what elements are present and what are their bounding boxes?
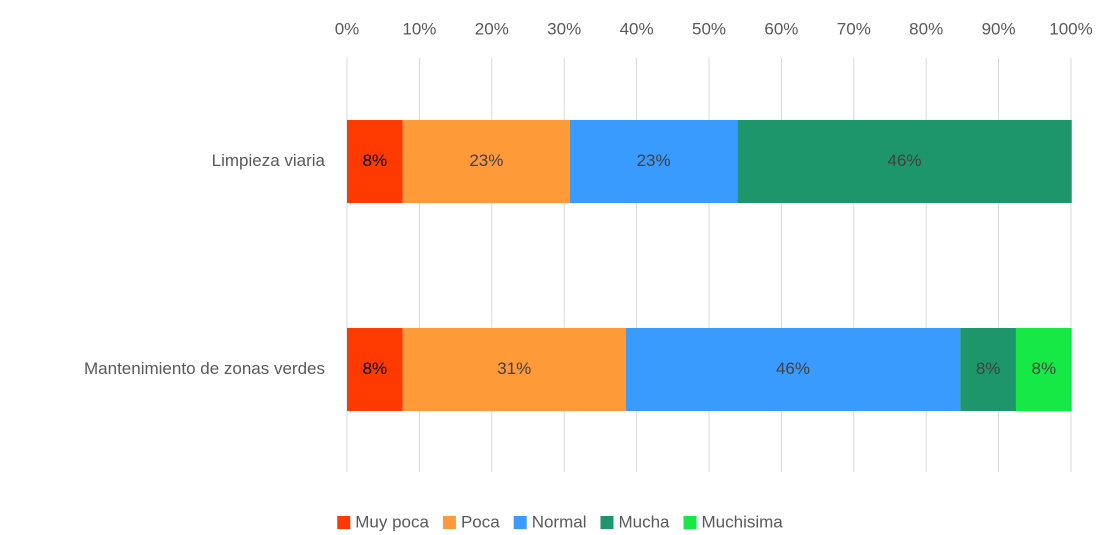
bar-segment <box>960 328 1016 411</box>
legend-swatch <box>337 516 351 529</box>
legend-label: Mucha <box>618 512 670 531</box>
bar-segment <box>347 120 403 203</box>
x-tick-label: 10% <box>402 19 436 38</box>
bar-segment <box>569 120 738 203</box>
data-label: 46% <box>887 151 921 170</box>
x-tick-label: 50% <box>692 19 726 38</box>
x-tick-label: 0% <box>335 19 360 38</box>
x-tick-label: 90% <box>982 19 1016 38</box>
data-label: 23% <box>637 151 671 170</box>
category-label: Mantenimiento de zonas verdes <box>84 359 325 378</box>
bar-segment <box>737 120 1072 203</box>
data-label: 8% <box>976 359 1001 378</box>
bar-segment <box>402 328 626 411</box>
legend-swatch <box>513 516 527 529</box>
legend-label: Muy poca <box>355 512 429 531</box>
bar-segment <box>625 328 961 411</box>
x-tick-label: 40% <box>620 19 654 38</box>
x-tick-label: 60% <box>764 19 798 38</box>
x-tick-label: 100% <box>1049 19 1092 38</box>
x-tick-label: 80% <box>909 19 943 38</box>
data-label: 46% <box>776 359 810 378</box>
legend-swatch <box>683 516 697 529</box>
bar-segment <box>402 120 570 203</box>
x-tick-label: 20% <box>475 19 509 38</box>
x-tick-label: 30% <box>547 19 581 38</box>
data-label: 8% <box>1032 359 1057 378</box>
data-label: 8% <box>363 359 388 378</box>
category-label: Limpieza viaria <box>212 151 326 170</box>
data-label: 23% <box>469 151 503 170</box>
bar-segment <box>347 328 403 411</box>
bar-segment <box>1015 328 1072 411</box>
data-label: 31% <box>497 359 531 378</box>
x-tick-label: 70% <box>837 19 871 38</box>
legend-label: Muchisima <box>702 512 784 531</box>
legend-label: Poca <box>461 512 500 531</box>
legend-swatch <box>442 516 456 529</box>
legend-swatch <box>600 516 614 529</box>
legend-label: Normal <box>532 512 587 531</box>
data-label: 8% <box>363 151 388 170</box>
